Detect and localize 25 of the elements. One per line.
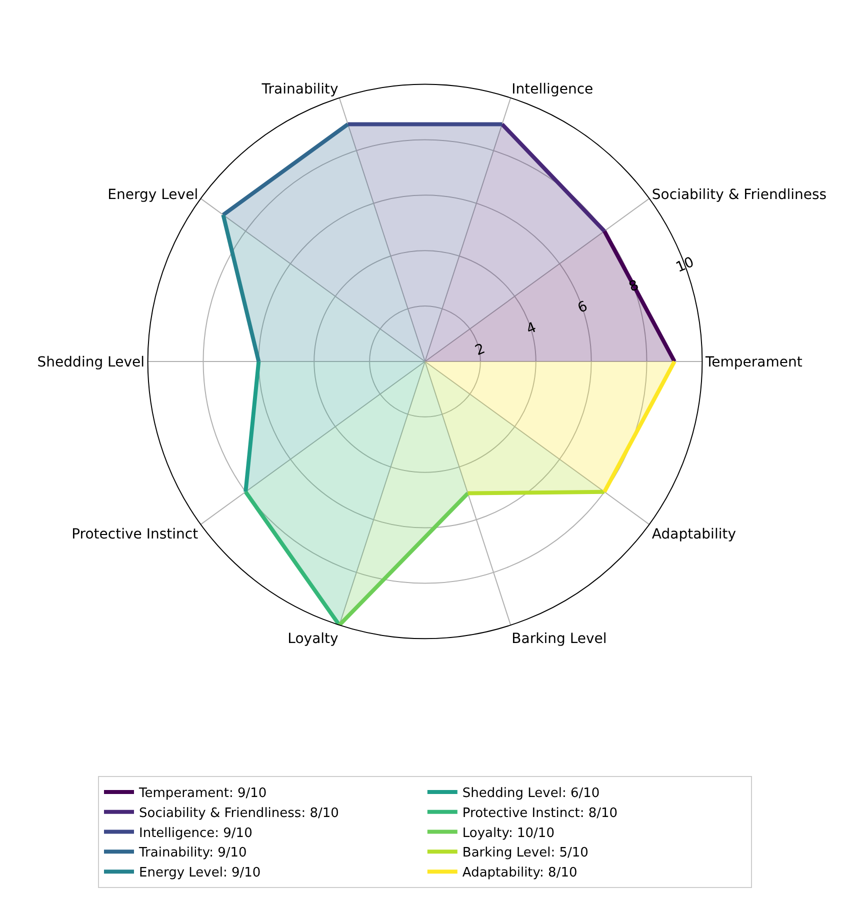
spoke-label: Barking Level xyxy=(512,631,607,648)
legend-label: Energy Level: 9/10 xyxy=(139,866,261,881)
legend-label: Loyalty: 10/10 xyxy=(462,826,554,841)
spoke-label: Loyalty xyxy=(288,631,338,648)
legend-label: Shedding Level: 6/10 xyxy=(462,786,600,802)
legend-label: Barking Level: 5/10 xyxy=(462,846,588,861)
spoke-label: Intelligence xyxy=(512,82,594,98)
y-tick-label: 6 xyxy=(575,298,590,317)
spoke-label: Sociability & Friendliness xyxy=(652,186,827,203)
spoke-label: Energy Level xyxy=(108,186,198,203)
spoke-label: Shedding Level xyxy=(37,354,144,370)
y-tick-label: 4 xyxy=(524,320,539,338)
y-tick-label: 10 xyxy=(674,254,696,276)
legend-label: Sociability & Friendliness: 8/10 xyxy=(139,806,339,821)
legend-label: Adaptability: 8/10 xyxy=(462,866,578,881)
y-tick-label: 8 xyxy=(626,277,642,296)
legend-label: Temperament: 9/10 xyxy=(138,786,267,802)
legend-label: Protective Instinct: 8/10 xyxy=(462,806,618,821)
legend-label: Trainability: 9/10 xyxy=(138,846,247,861)
legend-label: Intelligence: 9/10 xyxy=(139,826,252,841)
spoke-label: Adaptability xyxy=(652,526,736,543)
y-tick-label: 2 xyxy=(473,340,488,360)
spoke-label: Trainability xyxy=(260,82,338,98)
spoke-label: Temperament xyxy=(704,354,803,370)
spoke-label: Protective Instinct xyxy=(72,526,199,543)
